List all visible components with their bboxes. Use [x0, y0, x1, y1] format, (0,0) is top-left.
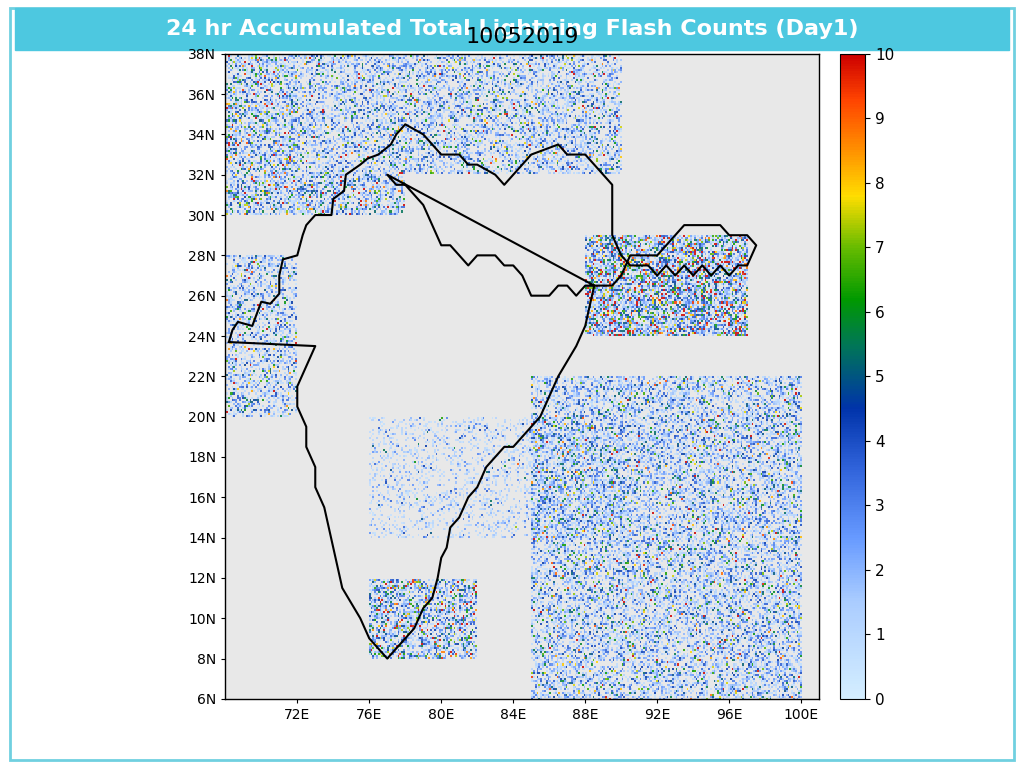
FancyBboxPatch shape — [10, 8, 1014, 760]
FancyBboxPatch shape — [15, 8, 1009, 50]
Text: 24 hr Accumulated Total Lightning Flash Counts (Day1): 24 hr Accumulated Total Lightning Flash … — [166, 19, 858, 39]
Title: 10052019: 10052019 — [466, 27, 579, 47]
